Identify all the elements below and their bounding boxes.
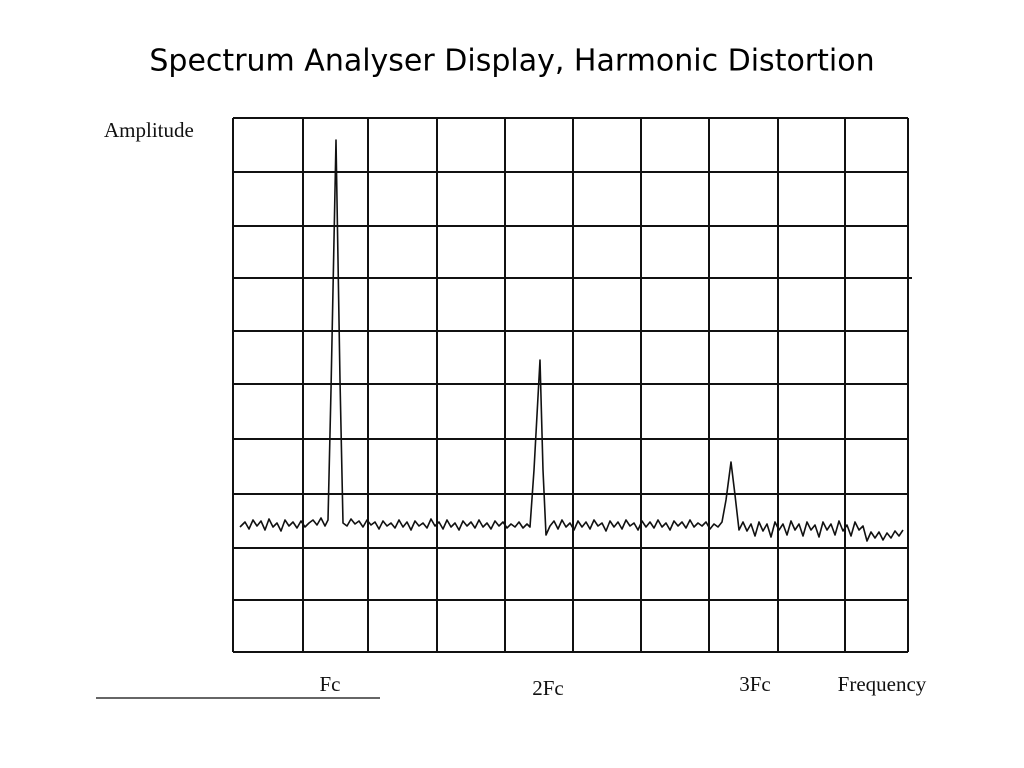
marker-label: 3Fc <box>739 672 771 696</box>
marker-label: Fc <box>320 672 341 696</box>
x-axis-label: Frequency <box>838 672 927 696</box>
spectrum-trace <box>239 139 904 542</box>
marker-label: 2Fc <box>532 676 564 700</box>
y-axis-label: Amplitude <box>104 118 194 142</box>
slide-title: Spectrum Analyser Display, Harmonic Dist… <box>149 44 874 79</box>
display-grid <box>232 117 912 653</box>
